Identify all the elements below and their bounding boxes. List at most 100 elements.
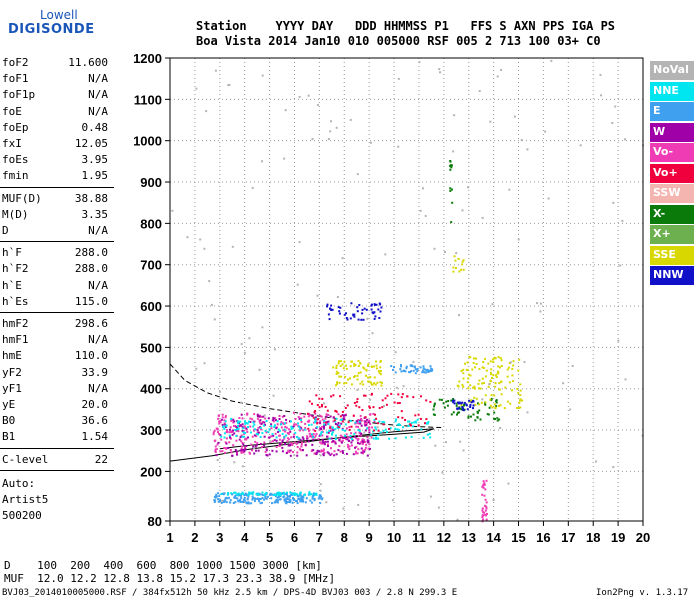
echo-point-noval <box>263 414 266 417</box>
echo-point-nne <box>230 417 233 420</box>
echo-point-vo- <box>334 409 337 412</box>
echo-point-w <box>319 422 322 425</box>
echo-point-w <box>301 436 304 439</box>
echo-point-x- <box>451 201 454 204</box>
echo-point-sse <box>350 383 353 386</box>
echo-point-nne <box>334 420 337 423</box>
echo-point-vo- <box>345 433 348 436</box>
echo-point-vo- <box>232 421 235 424</box>
echo-point-vo- <box>298 447 301 450</box>
echo-point-vo- <box>272 440 274 443</box>
echo-point-nnw <box>356 306 359 309</box>
echo-point-x- <box>450 413 453 416</box>
echo-point-nne <box>375 436 378 439</box>
y-tick-label: 300 <box>140 423 162 438</box>
echo-point-x- <box>449 160 452 162</box>
param-label: yF2 <box>2 365 22 379</box>
echo-point-nne <box>244 422 247 425</box>
echo-point-e <box>430 367 433 370</box>
echo-point-sse <box>516 388 519 390</box>
echo-point-sse <box>475 357 477 360</box>
echo-point-w <box>323 441 325 444</box>
echo-point-sse <box>351 360 353 363</box>
echo-point-w <box>344 414 347 417</box>
echo-point-w <box>335 453 338 456</box>
param-label: foE <box>2 104 22 118</box>
echo-point-nnw <box>460 402 463 405</box>
echo-point-vo- <box>321 397 324 400</box>
param-value: N/A <box>88 88 108 102</box>
param-row: fmin 1.95 <box>2 169 112 185</box>
echo-point-vo- <box>224 441 227 444</box>
echo-point-vo- <box>235 439 238 442</box>
echo-point-vo- <box>417 413 420 416</box>
echo-point-vo- <box>219 421 222 424</box>
echo-point-nne <box>308 492 311 495</box>
echo-point-vo- <box>364 446 367 449</box>
echo-point-noval <box>419 209 422 212</box>
echo-point-sse <box>342 367 345 370</box>
echo-point-noval <box>621 219 624 222</box>
echo-point-vo- <box>221 450 224 453</box>
echo-point-vo- <box>322 442 325 445</box>
echo-point-noval <box>323 402 325 405</box>
echo-point-nnw <box>358 304 361 306</box>
echo-point-e <box>225 500 228 503</box>
echo-point-nne <box>410 421 413 424</box>
echo-point-e <box>253 500 256 503</box>
echo-point-vo- <box>326 443 329 446</box>
echo-point-w <box>357 442 359 445</box>
echo-point-e <box>250 502 253 505</box>
echo-point-sse <box>466 361 469 364</box>
echo-point-vo- <box>256 431 259 434</box>
echo-point-x- <box>450 399 453 402</box>
echo-point-nne <box>426 433 429 436</box>
echo-point-sse <box>354 364 357 366</box>
echo-point-w <box>317 450 320 453</box>
echo-point-sse <box>475 363 478 365</box>
echo-point-w <box>242 443 245 446</box>
echo-point-vo- <box>320 449 323 452</box>
echo-point-vo- <box>221 413 224 416</box>
echo-point-nne <box>234 428 237 431</box>
echo-point-vo- <box>316 422 319 425</box>
echo-point-nne <box>373 418 376 421</box>
echo-point-sse <box>472 386 475 389</box>
echo-point-vo- <box>293 424 296 427</box>
echo-point-vo- <box>300 417 303 420</box>
echo-point-nne <box>223 427 226 430</box>
echo-point-vo- <box>482 480 485 483</box>
echo-point-nne <box>422 436 425 439</box>
echo-point-w <box>232 429 234 432</box>
echo-point-sse <box>349 365 352 368</box>
echo-point-vo- <box>241 441 244 444</box>
echo-point-w <box>365 424 368 426</box>
echo-point-e <box>245 501 248 504</box>
echo-point-nne <box>420 428 423 431</box>
echo-point-vo- <box>262 421 264 423</box>
echo-point-vo- <box>320 442 323 445</box>
echo-point-sse <box>461 260 464 263</box>
param-label: hmF2 <box>2 317 29 330</box>
echo-point-x- <box>433 402 436 405</box>
echo-point-e <box>279 498 282 501</box>
echo-point-vo- <box>353 401 356 404</box>
echo-point-w <box>349 436 352 439</box>
echo-point-w <box>324 423 327 426</box>
echo-point-vo- <box>236 452 238 455</box>
echo-point-sse <box>511 374 514 377</box>
echo-point-nne <box>308 491 311 494</box>
param-label: MUF(D) <box>2 191 42 205</box>
echo-point-x- <box>449 164 452 167</box>
echo-point-nne <box>349 420 352 422</box>
echo-point-vo- <box>272 420 275 423</box>
echo-point-nnw <box>337 306 340 309</box>
echo-point-nne <box>350 438 353 440</box>
echo-point-sse <box>492 374 495 377</box>
echo-point-nne <box>429 436 432 439</box>
echo-point-sse <box>474 366 476 369</box>
echo-point-vo- <box>246 413 249 416</box>
echo-point-vo- <box>321 418 324 421</box>
echo-point-x- <box>467 415 470 418</box>
echo-point-vo- <box>299 449 302 452</box>
